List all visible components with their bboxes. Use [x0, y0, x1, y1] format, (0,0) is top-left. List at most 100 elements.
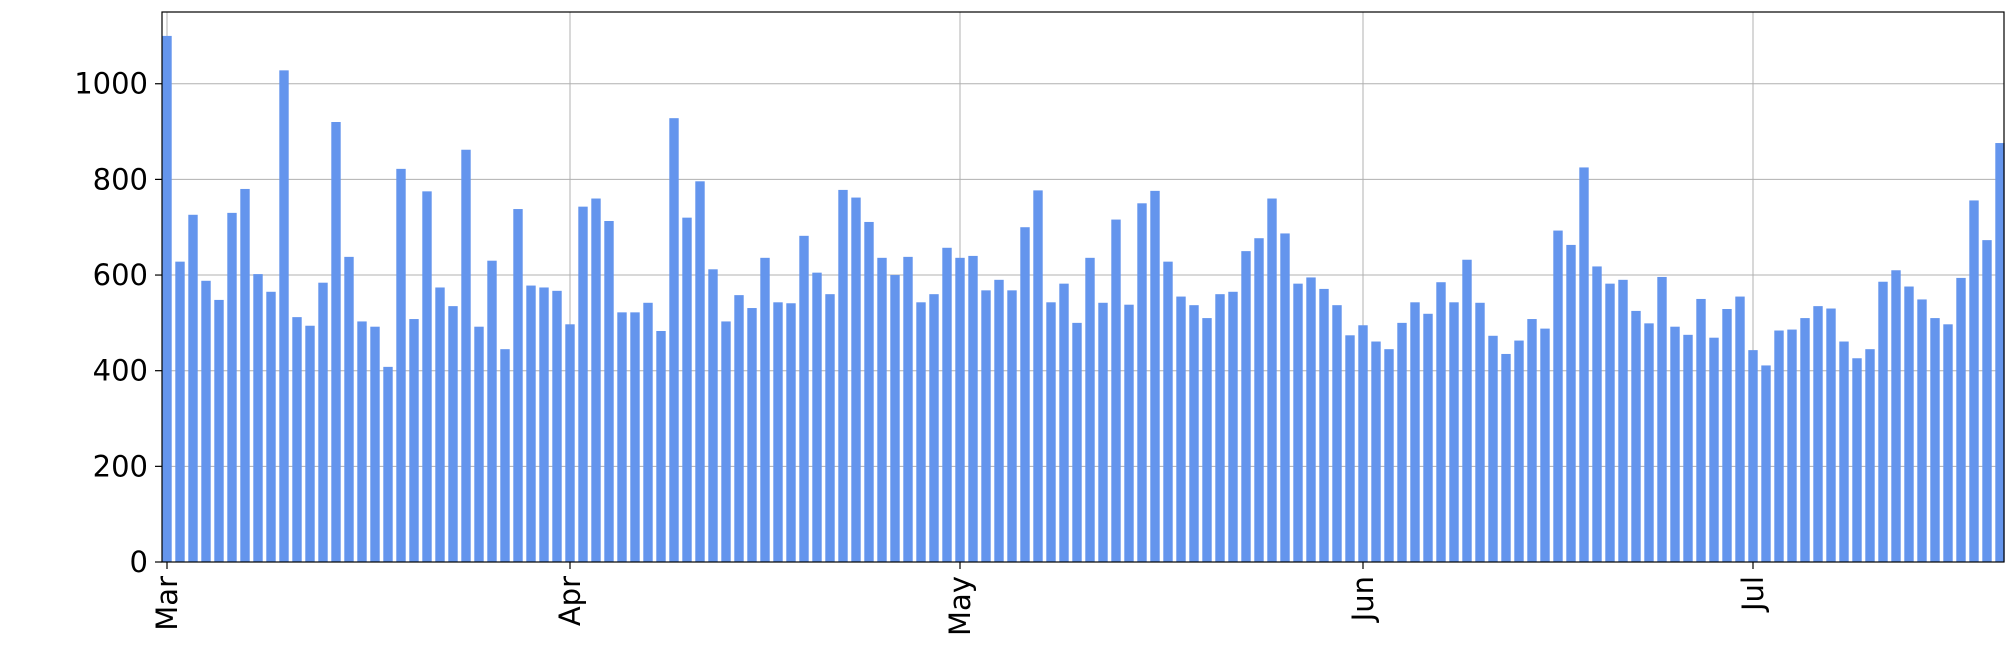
bar	[591, 198, 601, 563]
bar	[1423, 313, 1433, 562]
bar	[1046, 302, 1056, 562]
x-tick-label: Jul	[1736, 576, 1770, 613]
bar	[773, 302, 783, 562]
bar	[708, 269, 718, 562]
bar	[695, 181, 705, 562]
bar	[461, 149, 471, 562]
bar	[1241, 251, 1251, 562]
bar	[240, 188, 250, 562]
bar	[1202, 318, 1212, 562]
bar	[1059, 283, 1069, 562]
x-tick-label: May	[943, 576, 977, 636]
bar	[1709, 337, 1719, 562]
bar	[877, 257, 887, 562]
bar	[396, 168, 406, 562]
y-axis: 0 200 400 600 800 1000	[74, 67, 162, 579]
bar	[1579, 167, 1589, 562]
bar	[1163, 261, 1173, 562]
bar	[1397, 322, 1407, 562]
bar	[1475, 302, 1485, 562]
bar	[1878, 281, 1888, 562]
bar	[1553, 230, 1563, 562]
bar	[1943, 324, 1953, 562]
bar	[851, 197, 861, 562]
bar	[1384, 349, 1394, 562]
bar	[1800, 318, 1810, 562]
bar	[552, 290, 562, 562]
bar	[760, 257, 770, 562]
bar	[487, 260, 497, 562]
bar	[1319, 288, 1329, 562]
bar	[422, 191, 432, 562]
bar	[1358, 325, 1368, 562]
bar	[214, 299, 224, 562]
bar	[1956, 277, 1966, 562]
bar	[916, 302, 926, 562]
bar	[1436, 282, 1446, 562]
bar	[1930, 318, 1940, 562]
bar	[1748, 350, 1758, 562]
bar	[617, 312, 627, 562]
bar	[1540, 328, 1550, 562]
bar	[435, 287, 445, 562]
bar	[292, 317, 302, 562]
bar	[1306, 277, 1316, 562]
bar	[890, 275, 900, 562]
bar	[539, 287, 549, 562]
bar	[1904, 286, 1914, 562]
bar	[1189, 305, 1199, 562]
bar	[1020, 227, 1030, 562]
bar	[1254, 238, 1264, 562]
bar	[227, 212, 237, 562]
bar	[1280, 233, 1290, 562]
bar	[968, 255, 978, 563]
bar	[1618, 279, 1628, 562]
bar	[955, 257, 965, 562]
bar	[1722, 309, 1732, 562]
y-tick-label: 800	[93, 162, 148, 196]
bar	[513, 209, 523, 563]
bar	[630, 312, 640, 562]
bar	[1098, 302, 1108, 562]
bar	[305, 325, 315, 562]
bar	[1592, 266, 1602, 562]
bar	[1410, 302, 1420, 562]
bar	[1644, 323, 1654, 562]
bar	[1124, 304, 1134, 562]
bar	[344, 256, 354, 562]
bar	[188, 214, 198, 563]
bar	[175, 261, 185, 562]
bar	[578, 206, 588, 563]
bar	[786, 303, 796, 562]
bar	[1228, 291, 1238, 562]
bar	[643, 302, 653, 562]
bar	[357, 321, 367, 562]
bar	[1839, 341, 1849, 562]
bar	[253, 274, 263, 562]
x-axis: Mar Apr May Jun Jul	[150, 562, 1770, 636]
bar	[1345, 335, 1355, 562]
bar	[1891, 270, 1901, 562]
bar	[1150, 190, 1160, 562]
bar	[604, 221, 614, 562]
bar	[383, 366, 393, 562]
bar	[864, 221, 874, 562]
bar	[1826, 308, 1836, 562]
bar	[721, 321, 731, 562]
bar	[1982, 240, 1992, 562]
bar	[1176, 296, 1186, 562]
bar	[1670, 326, 1680, 562]
bar	[1605, 283, 1615, 562]
bar	[1566, 244, 1576, 563]
bar	[1969, 200, 1979, 562]
y-tick-label: 0	[130, 545, 148, 579]
bar-series	[162, 35, 2005, 563]
bar	[1696, 298, 1706, 562]
bar	[1215, 294, 1225, 562]
bar	[1072, 322, 1082, 562]
bar	[448, 306, 458, 562]
bar	[526, 285, 536, 562]
bar	[1631, 310, 1641, 562]
bar	[1371, 341, 1381, 562]
bar	[903, 256, 913, 562]
